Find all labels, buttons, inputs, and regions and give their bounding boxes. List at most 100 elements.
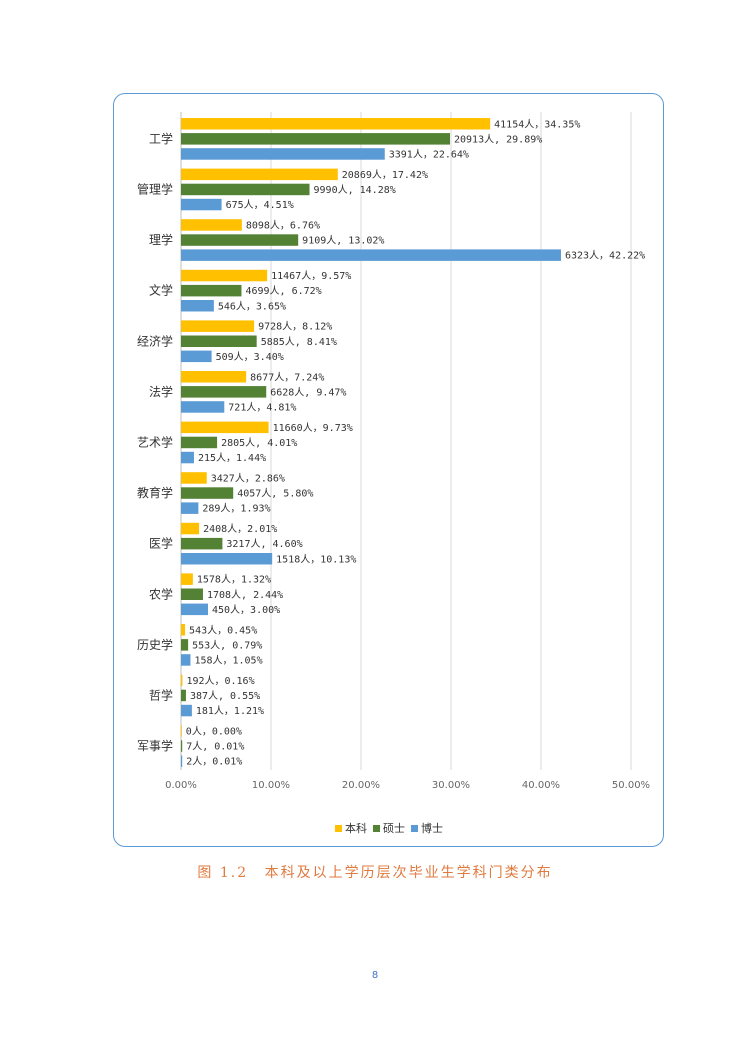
data-label: 721人，4.81%: [228, 401, 296, 413]
legend-swatch: [373, 825, 380, 832]
data-label: 4699人, 6.72%: [245, 285, 321, 297]
bar-博士: [181, 502, 199, 514]
bar-博士: [181, 755, 183, 767]
data-label: 509人，3.40%: [216, 351, 284, 363]
bar-硕士: [181, 284, 242, 297]
category-label: 教育学: [137, 485, 173, 500]
category-label: 艺术学: [137, 434, 173, 449]
data-label: 181人，1.21%: [196, 705, 264, 717]
data-label: 387人, 0.55%: [190, 690, 260, 702]
chart-frame: [113, 93, 664, 847]
data-label: 4057人, 5.80%: [237, 488, 313, 500]
data-label: 3391人，22.64%: [389, 148, 469, 160]
legend-label: 本科: [345, 821, 367, 835]
data-label: 3217人, 4.60%: [226, 538, 302, 550]
data-label: 5885人, 8.41%: [261, 336, 337, 348]
data-label: 1578人，1.32%: [197, 574, 271, 586]
bar-博士: [181, 553, 273, 565]
data-label: 9990人, 14.28%: [314, 184, 396, 196]
bar-博士: [181, 603, 208, 616]
data-label: 543人，0.45%: [189, 624, 257, 636]
data-label: 9728人，8.12%: [258, 321, 332, 333]
category-label: 农学: [149, 586, 173, 601]
data-label: 8098人，6.76%: [246, 219, 320, 231]
legend-label: 硕士: [383, 822, 405, 835]
bar-博士: [181, 148, 385, 160]
category-label: 文学: [149, 283, 173, 298]
bar-硕士: [181, 183, 310, 196]
legend-swatch: [335, 825, 342, 832]
bar-硕士: [181, 436, 218, 449]
data-label: 2人，0.01%: [186, 756, 242, 768]
bar-本科: [181, 472, 207, 484]
legend-swatch: [411, 825, 418, 832]
bar-本科: [181, 118, 491, 130]
bar-硕士: [181, 335, 257, 347]
bar-本科: [181, 522, 200, 535]
bar-博士: [181, 350, 212, 363]
bar-博士: [181, 451, 194, 464]
data-label: 192人，0.16%: [186, 675, 254, 687]
data-label: 7人, 0.01%: [186, 741, 244, 753]
data-label: 11467人，9.57%: [271, 270, 351, 282]
x-tick-label: 30.00%: [432, 780, 470, 791]
bar-本科: [181, 168, 338, 181]
data-label: 8677人，7.24%: [250, 371, 324, 383]
bar-本科: [181, 624, 186, 636]
bar-硕士: [181, 588, 203, 600]
data-label: 546人，3.65%: [218, 300, 286, 312]
bar-硕士: [181, 234, 299, 246]
bar-博士: [181, 300, 214, 312]
bar-博士: [181, 704, 192, 717]
category-label: 军事学: [137, 738, 173, 753]
bar-硕士: [181, 639, 189, 651]
data-label: 9109人, 13.02%: [302, 235, 384, 247]
bar-本科: [181, 725, 182, 737]
bar-本科: [181, 674, 183, 687]
bar-博士: [181, 401, 225, 413]
category-label: 法学: [149, 384, 173, 399]
x-tick-label: 0.00%: [165, 780, 197, 791]
bar-本科: [181, 269, 268, 282]
bar-硕士: [181, 740, 183, 752]
data-label: 1518人，10.13%: [276, 553, 356, 565]
x-tick-label: 50.00%: [612, 780, 650, 791]
data-label: 1708人, 2.44%: [207, 589, 283, 601]
data-label: 20869人，17.42%: [342, 169, 428, 181]
bar-博士: [181, 249, 561, 261]
data-label: 20913人, 29.89%: [454, 133, 542, 145]
bar-硕士: [181, 689, 186, 702]
data-label: 6628人, 9.47%: [270, 386, 346, 398]
data-label: 3427人，2.86%: [211, 472, 285, 484]
data-label: 289人，1.93%: [202, 503, 270, 515]
bar-本科: [181, 573, 193, 585]
x-tick-label: 20.00%: [342, 780, 380, 791]
data-label: 11660人，9.73%: [273, 422, 353, 434]
data-label: 553人, 0.79%: [192, 639, 262, 651]
bar-博士: [181, 654, 191, 666]
bar-本科: [181, 320, 255, 332]
data-label: 0人，0.00%: [186, 725, 242, 737]
legend-label: 博士: [421, 822, 443, 835]
data-label: 450人，3.00%: [212, 604, 280, 616]
bar-博士: [181, 198, 222, 211]
x-tick-label: 10.00%: [252, 780, 290, 791]
bar-硕士: [181, 537, 223, 550]
figure-caption: 图 1.2 本科及以上学历层次毕业生学科门类分布: [0, 862, 750, 882]
data-label: 2408人，2.01%: [203, 523, 277, 535]
bar-硕士: [181, 487, 234, 499]
data-label: 215人，1.44%: [198, 452, 266, 464]
category-label: 哲学: [149, 687, 173, 702]
bar-本科: [181, 421, 269, 434]
category-label: 管理学: [137, 181, 173, 196]
data-label: 2805人, 4.01%: [221, 437, 297, 449]
category-label: 工学: [149, 131, 173, 146]
bar-本科: [181, 219, 242, 231]
category-label: 医学: [149, 536, 173, 551]
figure-title: 本科及以上学历层次毕业生学科门类分布: [264, 865, 553, 881]
data-label: 41154人，34.35%: [494, 118, 580, 130]
page-number: 8: [371, 970, 379, 981]
data-label: 675人，4.51%: [226, 199, 294, 211]
category-label: 理学: [149, 232, 173, 247]
